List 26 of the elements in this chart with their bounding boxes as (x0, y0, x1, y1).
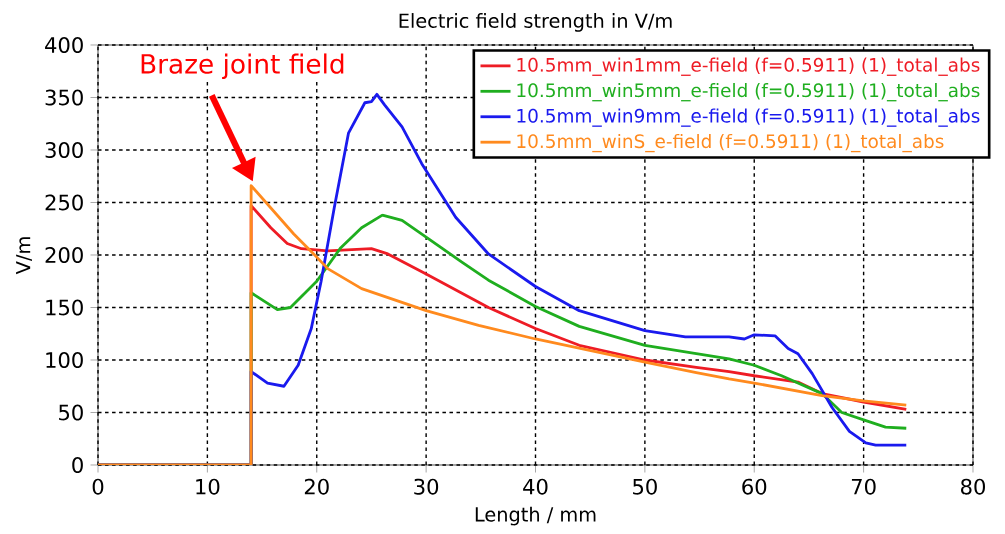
x-tick-label: 10 (196, 478, 220, 495)
y-axis-title: V/m (16, 237, 32, 275)
y-tick-label: 50 (59, 404, 83, 421)
annotation: Braze joint field (141, 53, 344, 79)
y-tick-label: 0 (72, 457, 83, 473)
legend-label: 10.5mm_win1mm_e-field (f=0.5911) (1)_total_abs (517, 57, 980, 76)
x-tick-label: 30 (414, 478, 439, 495)
legend-label: 10.5mm_win9mm_e-field (f=0.5911) (1)_total_abs (517, 108, 980, 127)
x-tick-label: 80 (961, 478, 986, 495)
y-tick-label: 250 (45, 194, 83, 211)
x-tick-label: 60 (742, 478, 767, 495)
y-tick-label: 150 (46, 299, 83, 316)
chart-title: Electric field strength in V/m (399, 13, 672, 32)
y-tick-label: 200 (45, 247, 83, 263)
y-tick-label: 400 (45, 37, 83, 53)
y-tick-label: 300 (45, 142, 83, 158)
y-tick-label: 100 (46, 352, 83, 368)
x-tick-label: 0 (92, 478, 104, 495)
x-tick-label: 40 (523, 478, 548, 495)
y-tick-label: 350 (45, 89, 83, 106)
x-tick-label: 20 (304, 478, 329, 495)
x-tick-label: 50 (633, 478, 657, 495)
x-tick-label: 70 (851, 478, 876, 495)
x-axis-title: Length / mm (475, 506, 596, 526)
legend-label: 10.5mm_winS_e-field (f=0.5911) (1)_total_abs (517, 133, 944, 153)
legend-label: 10.5mm_win5mm_e-field (f=0.5911) (1)_total_abs (517, 83, 980, 102)
